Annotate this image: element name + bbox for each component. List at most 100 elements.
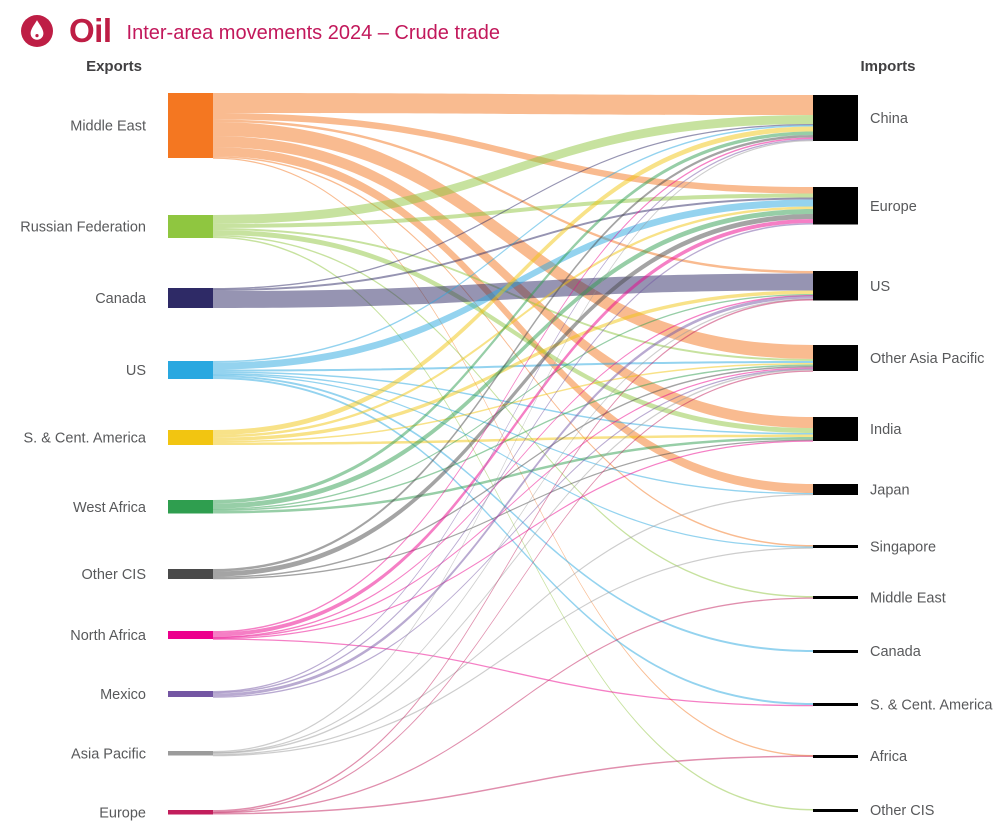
export-node bbox=[168, 93, 213, 158]
flow-ribbon bbox=[213, 364, 813, 511]
import-node-label: US bbox=[870, 279, 890, 295]
flow-ribbon bbox=[213, 135, 813, 572]
flow-ribbon bbox=[213, 93, 813, 115]
flow-ribbon bbox=[213, 206, 813, 438]
export-node bbox=[168, 631, 213, 639]
flow-ribbon bbox=[213, 156, 813, 547]
flow-ribbon bbox=[213, 437, 813, 514]
flow-ribbon bbox=[213, 290, 813, 441]
import-node-label: Japan bbox=[870, 483, 910, 499]
flow-ribbon bbox=[213, 113, 813, 194]
import-node-label: Middle East bbox=[870, 590, 946, 606]
import-node bbox=[813, 755, 858, 758]
import-node bbox=[813, 809, 858, 812]
flow-ribbon bbox=[213, 298, 813, 754]
import-node bbox=[813, 596, 858, 599]
flow-ribbon bbox=[213, 236, 813, 811]
flow-ribbon bbox=[213, 367, 813, 639]
flow-ribbon bbox=[213, 139, 813, 693]
flow-ribbon bbox=[213, 199, 813, 370]
exports-column-header: Exports bbox=[86, 58, 142, 75]
export-node-label: Mexico bbox=[100, 687, 146, 703]
import-node-label: Europe bbox=[870, 199, 917, 215]
flow-ribbon bbox=[213, 124, 813, 290]
flow-ribbon bbox=[213, 377, 813, 705]
flow-ribbon bbox=[213, 638, 813, 707]
flow-ribbon bbox=[213, 115, 813, 224]
import-node bbox=[813, 703, 858, 706]
flow-ribbon bbox=[213, 209, 813, 509]
export-node bbox=[168, 215, 213, 238]
export-node-label: Asia Pacific bbox=[71, 746, 146, 762]
export-node-label: Middle East bbox=[70, 119, 146, 135]
flow-ribbon bbox=[213, 439, 813, 580]
export-node bbox=[168, 569, 213, 579]
export-node-label: Europe bbox=[99, 805, 146, 821]
flow-ribbon bbox=[213, 547, 813, 757]
import-node-label: Canada bbox=[870, 644, 922, 660]
export-node-label: Canada bbox=[95, 291, 147, 307]
oil-drop-logo-icon bbox=[20, 14, 54, 48]
import-node-label: India bbox=[870, 422, 902, 438]
flow-ribbon bbox=[213, 131, 813, 504]
flow-ribbon bbox=[213, 434, 813, 445]
flow-ribbon bbox=[213, 494, 813, 756]
export-node bbox=[168, 810, 213, 815]
flow-ribbon bbox=[213, 299, 813, 812]
flow-ribbon bbox=[213, 126, 813, 435]
flow-ribbon bbox=[213, 219, 813, 637]
flow-ribbon bbox=[213, 375, 813, 652]
export-node bbox=[168, 430, 213, 445]
export-node-label: West Africa bbox=[73, 500, 147, 516]
app-name: Oil bbox=[69, 12, 112, 49]
import-node bbox=[813, 345, 858, 371]
flow-ribbon bbox=[213, 366, 813, 578]
flow-ribbon bbox=[213, 373, 813, 495]
flow-ribbon bbox=[213, 119, 813, 274]
flow-ribbon bbox=[213, 214, 813, 577]
flow-ribbon bbox=[213, 230, 813, 433]
flow-ribbon bbox=[213, 369, 813, 754]
flow-ribbon bbox=[213, 295, 813, 638]
flow-ribbon bbox=[213, 295, 813, 697]
flow-ribbon bbox=[213, 122, 813, 359]
flow-ribbon bbox=[213, 597, 813, 814]
flow-ribbon bbox=[213, 370, 813, 813]
flow-ribbon bbox=[213, 193, 813, 228]
page-title: Inter-area movements 2024 – Crude trade bbox=[126, 21, 501, 44]
flow-ribbon bbox=[213, 294, 813, 510]
imports-column-header: Imports bbox=[860, 58, 916, 75]
import-node-label: China bbox=[870, 111, 909, 127]
flow-ribbon bbox=[213, 755, 813, 815]
export-node bbox=[168, 500, 213, 514]
flow-ribbon bbox=[213, 440, 813, 640]
flow-ribbon bbox=[213, 273, 813, 308]
flow-ribbon bbox=[213, 125, 813, 363]
page-header: Oil Inter-area movements 2024 – Crude tr… bbox=[20, 12, 500, 50]
flow-ribbon bbox=[213, 363, 813, 443]
import-node bbox=[813, 650, 858, 653]
flow-ribbon bbox=[213, 368, 813, 698]
flow-ribbon bbox=[213, 157, 813, 757]
export-node-label: S. & Cent. America bbox=[24, 431, 147, 447]
flow-ribbon bbox=[213, 223, 813, 694]
export-node-label: Other CIS bbox=[82, 567, 146, 583]
export-node bbox=[168, 691, 213, 697]
import-node bbox=[813, 271, 858, 301]
export-node bbox=[168, 288, 213, 308]
export-node bbox=[168, 751, 213, 756]
import-node-label: S. & Cent. America bbox=[870, 697, 993, 713]
import-node-label: Africa bbox=[870, 749, 908, 765]
flow-ribbon bbox=[213, 140, 813, 753]
import-node bbox=[813, 95, 858, 141]
flow-ribbon bbox=[213, 147, 813, 493]
import-node-label: Other Asia Pacific bbox=[870, 351, 984, 367]
import-node bbox=[813, 417, 858, 441]
import-node bbox=[813, 484, 858, 495]
import-node bbox=[813, 187, 858, 225]
flow-ribbon bbox=[213, 374, 813, 548]
export-node-label: Russian Federation bbox=[20, 220, 146, 236]
flow-ribbon bbox=[213, 137, 813, 633]
